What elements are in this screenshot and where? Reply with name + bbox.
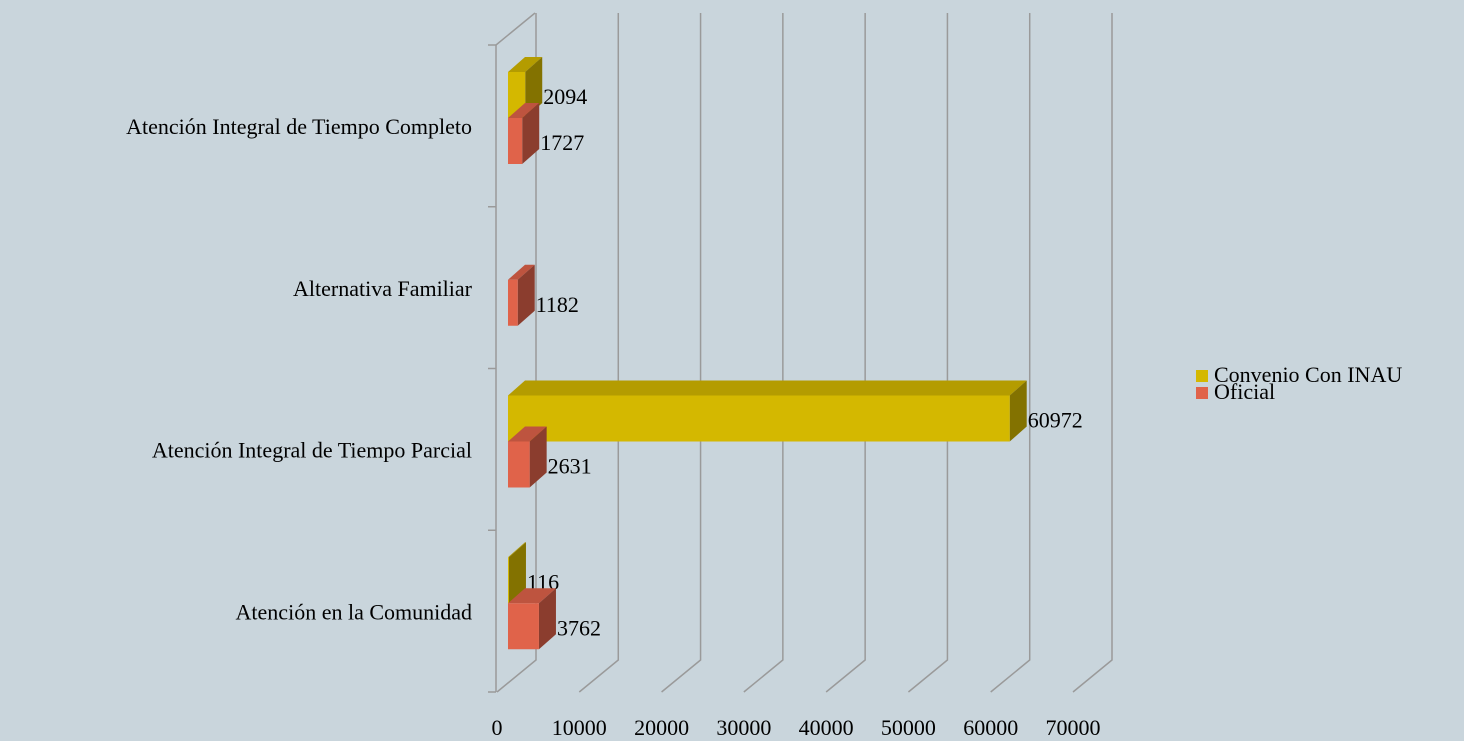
bar-face (1009, 380, 1027, 442)
x-tick-label: 0 (492, 715, 503, 740)
bar (508, 542, 526, 604)
bar-face (508, 588, 556, 604)
data-label: 1182 (536, 292, 579, 317)
grid-line (496, 13, 537, 693)
x-tick-label: 50000 (881, 715, 936, 740)
x-tick-label: 20000 (634, 715, 689, 740)
grid-line (578, 13, 620, 693)
bar (508, 380, 1027, 442)
bar (508, 103, 540, 164)
bar-face (508, 57, 543, 72)
grid-line (825, 13, 866, 693)
x-tick-label: 10000 (552, 715, 607, 740)
data-label: 60972 (1028, 408, 1083, 433)
data-label: 3762 (557, 615, 601, 640)
grid-line (907, 13, 949, 693)
grid-line (743, 13, 784, 693)
y-tick-label: Atención Integral de Tiempo Completo (126, 114, 472, 139)
bar-face (508, 603, 539, 650)
y-tick-label: Alternativa Familiar (293, 276, 473, 301)
x-tick-label: 60000 (963, 715, 1018, 740)
y-tick-label: Atención Integral de Tiempo Parcial (152, 438, 472, 463)
bar-face (508, 118, 523, 164)
y-tick-label: Atención en la Comunidad (236, 599, 472, 624)
grid-line (661, 13, 702, 693)
bar (508, 57, 543, 118)
legend-swatch (1196, 370, 1208, 382)
bar-face (508, 441, 530, 488)
bar-face (508, 380, 1027, 396)
bar (508, 588, 556, 650)
legend-label: Oficial (1214, 379, 1275, 404)
data-label: 1727 (540, 130, 584, 155)
bar-face (508, 395, 1010, 442)
x-tick-label: 40000 (799, 715, 854, 740)
axis-line (495, 12, 536, 46)
x-tick-label: 70000 (1046, 715, 1101, 740)
bar-face (508, 542, 526, 604)
bar-face (517, 264, 535, 326)
data-label: 2094 (543, 84, 587, 109)
bar-face (508, 542, 526, 558)
bar-face (508, 279, 518, 326)
bar-face (508, 557, 509, 604)
legend-swatch (1196, 387, 1208, 399)
x-tick-label: 30000 (716, 715, 771, 740)
data-label: 2631 (548, 454, 592, 479)
bar-face (525, 57, 543, 118)
bar-face (529, 426, 547, 488)
grid-line (990, 13, 1031, 693)
bar-face (508, 264, 535, 280)
bar-face (508, 426, 547, 442)
bar-face (508, 103, 540, 118)
bar-face (508, 72, 526, 118)
bar (508, 426, 547, 488)
bar (508, 264, 535, 326)
grid-line (1072, 13, 1113, 693)
bar-face (522, 103, 540, 164)
legend-label: Convenio Con INAU (1214, 362, 1402, 387)
bar-face (538, 588, 556, 650)
